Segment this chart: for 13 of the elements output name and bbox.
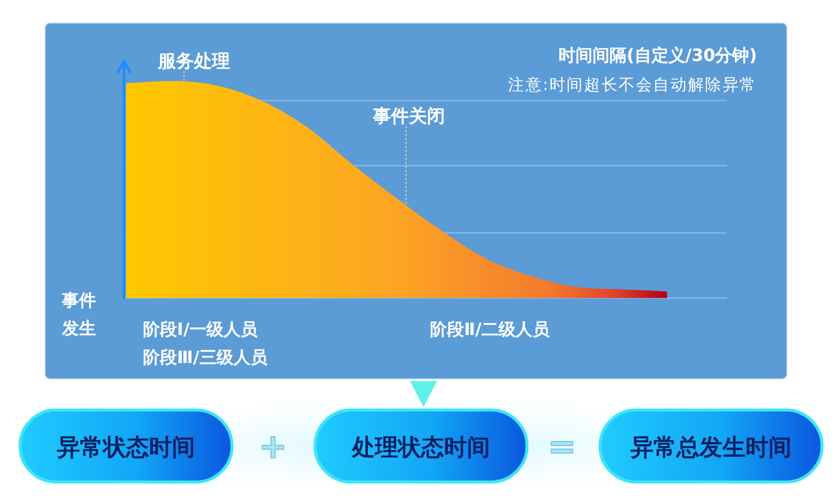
text: + [258, 427, 288, 467]
text: 事件发生 [61, 291, 96, 339]
text: 阶段Ⅲ/三级人员 [143, 348, 268, 368]
text: 阶段Ⅰ/一级人员 [143, 320, 259, 340]
text: 服务处理 [157, 51, 230, 72]
text: 异常状态时间 [56, 435, 195, 461]
text: 异常总发生时间 [630, 435, 792, 461]
text: 处理状态时间 [351, 435, 490, 461]
text: 阶段Ⅱ/二级人员 [430, 320, 550, 340]
text: = [548, 427, 576, 467]
annotation: 事件关闭 [372, 106, 445, 127]
chart-subtitle: 注意:时间超长不会自动解除异常 [508, 75, 757, 94]
chart-title: 时间间隔(自定义/30分钟) [558, 46, 757, 66]
